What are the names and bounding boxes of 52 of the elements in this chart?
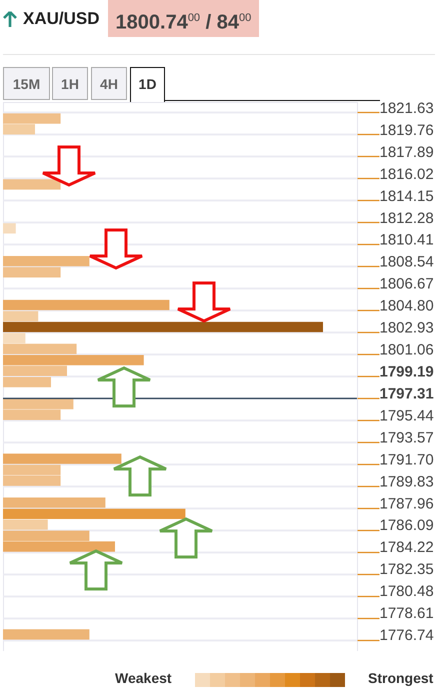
text: Weakest	[115, 670, 172, 686]
bar	[3, 508, 186, 520]
y-tick-label: 1787.96	[380, 495, 434, 512]
text: 15M	[3, 67, 50, 100]
bar	[3, 519, 48, 530]
bar	[3, 311, 38, 322]
y-tick-label: 1797.31	[380, 385, 434, 402]
chart-subtitle: 1800.74$^{00}$ / 84$^{00}$	[108, 0, 260, 37]
y-tick-label: 1780.48	[380, 583, 434, 600]
y-tick-label: 1778.61	[380, 605, 434, 622]
y-tick-label: 1782.35	[380, 561, 434, 578]
bar	[3, 322, 323, 332]
y-tick-label: 1789.83	[380, 473, 434, 490]
y-tick-label: 1817.89	[380, 144, 434, 161]
text: 1D	[130, 67, 165, 102]
y-tick-label: 1802.93	[380, 320, 434, 337]
y-tick-label: 1816.02	[380, 166, 434, 183]
y-tick-label: 1795.44	[380, 407, 434, 424]
bar	[3, 223, 16, 234]
y-tick-label: 1801.06	[380, 342, 434, 359]
text: 1H	[52, 67, 88, 100]
bar	[3, 267, 61, 278]
bar	[3, 300, 170, 310]
y-tick-label: 1808.54	[380, 254, 434, 271]
text: Strongest	[368, 670, 434, 686]
y-tick-label: 1791.70	[380, 451, 434, 468]
bar	[3, 344, 77, 354]
y-tick-label: 1799.19	[380, 364, 434, 380]
y-tick-label: 1793.57	[380, 429, 434, 446]
y-tick-label: 1821.63	[380, 100, 434, 117]
y-tick-label: 1819.76	[380, 122, 434, 139]
bar	[3, 333, 26, 344]
bar	[3, 124, 35, 134]
bar	[3, 454, 122, 464]
y-tick-label: 1814.15	[380, 188, 434, 205]
y-tick-label: 1810.41	[380, 232, 434, 249]
bar	[3, 498, 106, 508]
bar	[3, 179, 61, 190]
bar	[3, 354, 144, 366]
bar	[3, 530, 90, 541]
bar	[3, 629, 90, 640]
bar	[3, 541, 115, 552]
bar	[3, 256, 90, 266]
y-tick-label: 1804.80	[380, 298, 434, 315]
y-tick-label: 1776.74	[380, 627, 434, 644]
y-tick-label: 1786.09	[380, 517, 434, 534]
chart-title: XAU/USD	[23, 8, 100, 28]
y-tick-label: 1806.67	[380, 276, 434, 293]
bar	[3, 113, 61, 124]
text: 4H	[91, 67, 127, 100]
y-tick-label: 1812.28	[380, 210, 434, 227]
y-tick-label: 1784.22	[380, 539, 434, 556]
